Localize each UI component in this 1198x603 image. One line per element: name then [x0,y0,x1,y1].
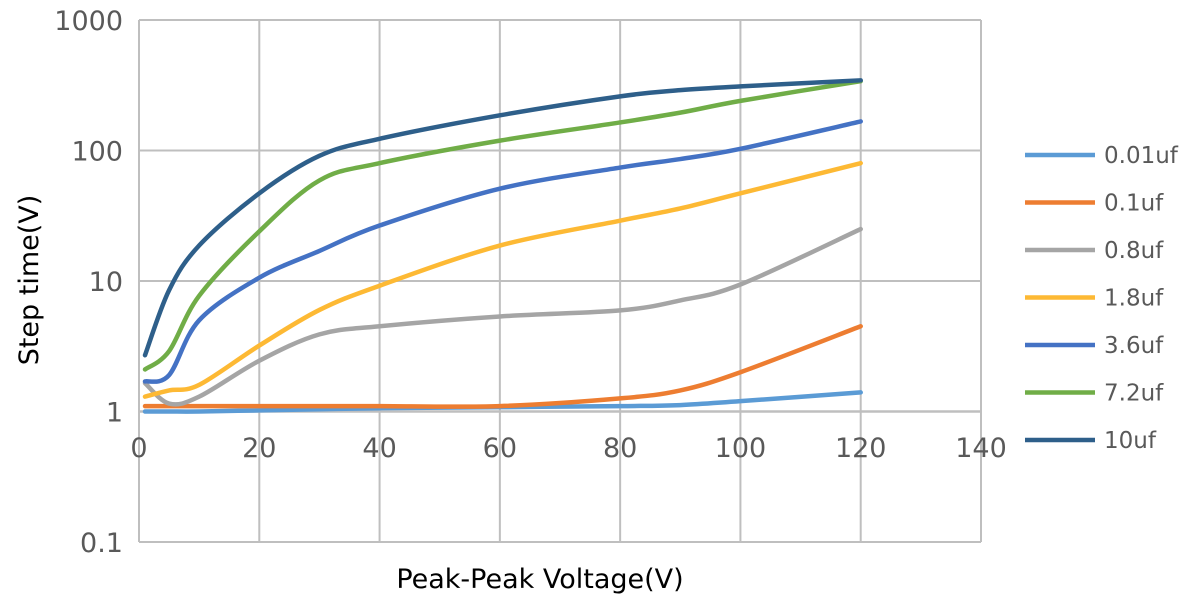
x-tick-labels: 0 20 40 60 80 100 120 140 [130,433,1006,464]
legend-label: 3.6uf [1104,333,1164,359]
x-tick-label: 60 [483,433,517,464]
y-axis-label: Step time(V) [14,195,45,366]
y-tick-labels: 0.1 1 10 100 1000 [54,6,123,559]
y-tick-label: 100 [71,137,123,168]
series-line-7.2uf [142,78,863,372]
x-tick-label: 40 [362,433,396,464]
y-tick-label: 1000 [54,6,123,37]
y-tick-label: 1 [106,398,123,429]
series-lines [142,78,863,414]
series-line-0.01uf [142,390,863,414]
y-tick-label: 0.1 [80,528,123,559]
series-line-3.6uf [142,119,863,384]
legend: 0.01uf 0.1uf 0.8uf 1.8uf 3.6uf 7.2uf 10uf [1025,143,1179,454]
x-tick-label: 0 [130,433,147,464]
x-axis-label: Peak-Peak Voltage(V) [396,564,683,595]
legend-label: 7.2uf [1104,381,1164,407]
legend-label: 0.1uf [1104,191,1164,217]
series-line-10uf [142,78,863,358]
x-tick-label: 120 [835,433,887,464]
legend-label: 0.01uf [1104,143,1179,169]
x-tick-label: 100 [715,433,767,464]
legend-label: 0.8uf [1104,238,1164,264]
series-line-0.1uf [142,324,863,409]
x-tick-label: 20 [242,433,276,464]
legend-label: 1.8uf [1104,286,1164,312]
legend-label: 10uf [1104,428,1157,454]
series-line-1.8uf [142,160,863,399]
y-tick-label: 10 [89,267,123,298]
x-tick-label: 80 [603,433,637,464]
x-tick-label: 140 [955,433,1007,464]
series-line-0.8uf [142,226,863,407]
